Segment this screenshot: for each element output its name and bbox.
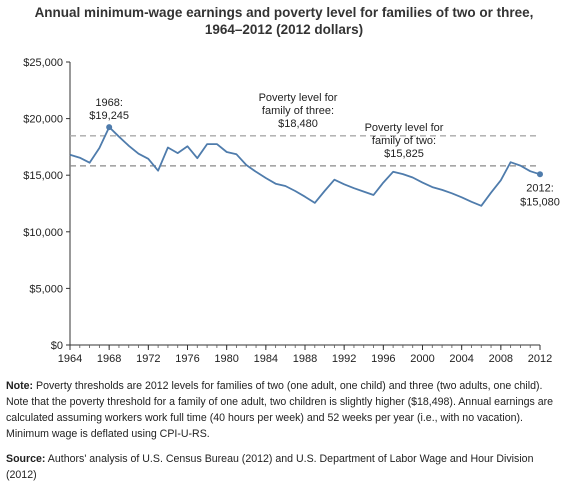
x-tick-label: 1976 (175, 353, 199, 365)
source-label: Source: (6, 453, 46, 465)
x-tick-label: 1984 (254, 353, 278, 365)
note-paragraph: Note: Poverty thresholds are 2012 levels… (6, 378, 562, 442)
x-tick-label: 1964 (58, 353, 82, 365)
y-tick-label: $20,000 (23, 114, 63, 126)
note-text: Poverty thresholds are 2012 levels for f… (6, 380, 554, 440)
peak-point-marker (106, 124, 113, 131)
x-tick-label: 1992 (332, 353, 356, 365)
peak-point-label: 1968: (95, 97, 123, 109)
y-tick-label: $25,000 (23, 57, 63, 69)
note-label: Note: (6, 380, 34, 392)
source-paragraph: Source: Authors' analysis of U.S. Census… (6, 451, 562, 483)
poverty-label-three: $18,480 (278, 118, 318, 130)
source-text: Authors' analysis of U.S. Census Bureau … (6, 453, 534, 481)
line-chart: $0 $5,000 $10,000 $15,000 $20,000 $25,000 1964… (23, 57, 560, 365)
poverty-label-two: family of two: (372, 135, 436, 147)
minimum-wage-earnings-line (69, 126, 541, 207)
poverty-label-three: family of three: (262, 105, 334, 117)
x-tick-label: 1968 (97, 353, 121, 365)
y-tick-label: $10,000 (23, 227, 63, 239)
poverty-label-three: Poverty level for (259, 92, 338, 104)
chart-title-line-1: Annual minimum-wage earnings and poverty… (34, 5, 534, 20)
x-tick-label: 2004 (449, 353, 473, 365)
x-tick-label: 2012 (528, 353, 552, 365)
y-tick-label: $5,000 (29, 283, 63, 295)
end-point-label: 2012: (526, 182, 554, 194)
end-point-marker (537, 171, 543, 178)
chart-notes: Note: Poverty thresholds are 2012 levels… (6, 378, 562, 492)
y-tick-label: $15,000 (23, 170, 63, 182)
chart-title-line-2: 1964–2012 (2012 dollars) (204, 22, 364, 37)
x-tick-label: 1996 (371, 353, 395, 365)
poverty-label-two: Poverty level for (365, 122, 444, 134)
end-point-label: $15,080 (520, 196, 560, 208)
x-tick-label: 1980 (214, 353, 238, 365)
chart-title: Annual minimum-wage earnings and poverty… (0, 4, 568, 38)
x-tick-label: 2000 (410, 353, 434, 365)
x-tick-label: 1972 (136, 353, 160, 365)
y-tick-label: $0 (51, 340, 63, 352)
x-tick-label: 2008 (489, 353, 513, 365)
poverty-label-two: $15,825 (384, 148, 424, 160)
peak-point-label: $19,245 (89, 110, 129, 122)
x-tick-label: 1988 (293, 353, 317, 365)
